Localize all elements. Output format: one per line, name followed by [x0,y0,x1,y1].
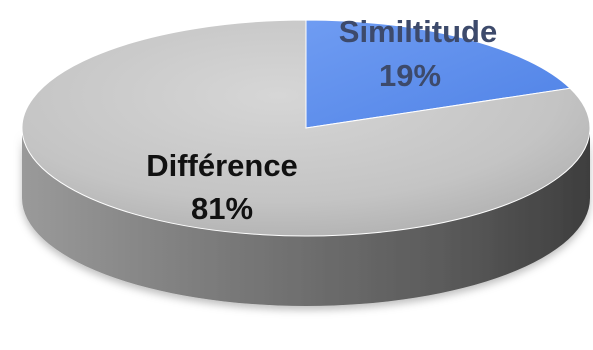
slice-label-similtitude: Similtitude [339,14,497,49]
slice-value-difference: 81% [191,191,253,226]
pie-side-wall [22,128,590,306]
slice-value-similtitude: 19% [379,58,441,93]
pie-slice-difference [21,19,591,237]
pie-side-band [22,128,590,306]
pie-top [21,19,591,237]
pie-slice-similtitude [305,19,572,129]
slice-label-difference: Différence [146,148,298,183]
